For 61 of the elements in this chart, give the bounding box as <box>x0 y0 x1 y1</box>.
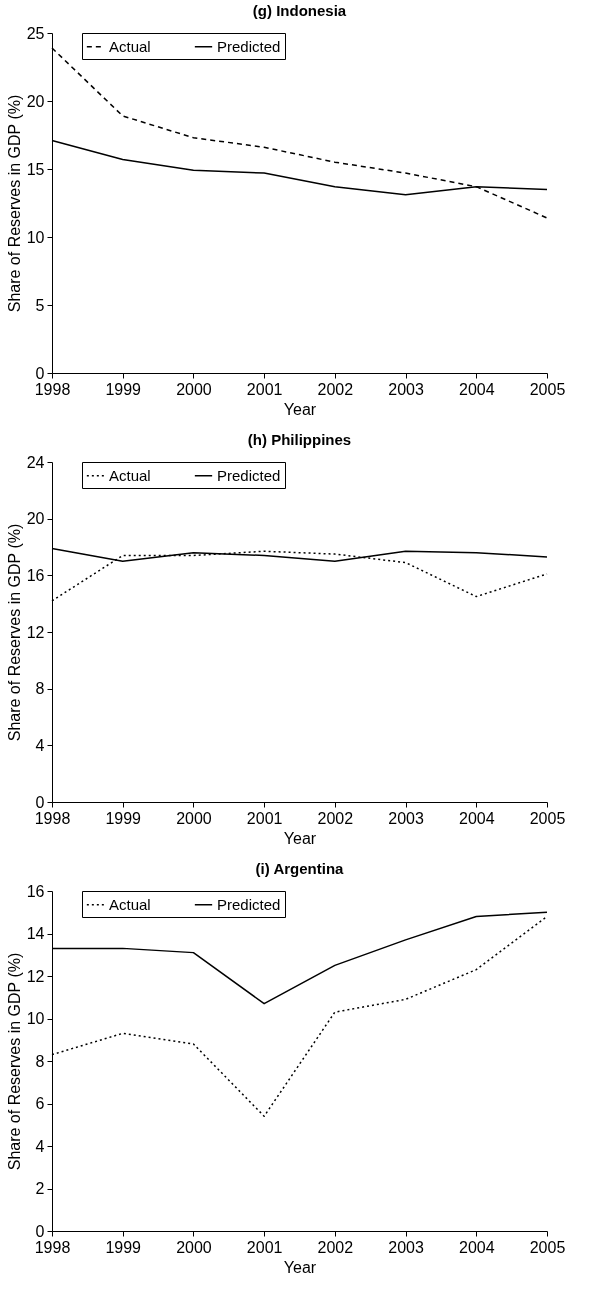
y-tick-label: 14 <box>26 925 45 942</box>
legend-label: Actual <box>109 37 151 55</box>
x-tick-label: 1999 <box>105 380 142 398</box>
y-tick-label: 5 <box>35 296 45 314</box>
x-tick-label: 1998 <box>34 1238 71 1256</box>
chart-title: (i) Argentina <box>255 860 345 877</box>
y-tick-label: 2 <box>35 1180 45 1197</box>
y-tick-label: 16 <box>26 882 45 900</box>
y-tick-label: 0 <box>35 1222 45 1240</box>
x-tick-label: 1998 <box>34 380 71 398</box>
x-tick-label: 2004 <box>458 1238 495 1256</box>
x-tick-label: 2002 <box>317 380 354 398</box>
chart-title: (g) Indonesia <box>252 2 347 19</box>
y-tick-label: 8 <box>35 1052 45 1070</box>
y-tick-label: 12 <box>26 623 45 641</box>
x-tick-label: 2005 <box>529 809 566 827</box>
x-tick-label: 2003 <box>388 809 424 827</box>
x-tick-label: 2005 <box>529 1238 566 1256</box>
x-tick-label: 1999 <box>105 809 142 827</box>
x-tick-label: 2003 <box>388 1238 424 1256</box>
x-tick-label: 2000 <box>176 1238 212 1256</box>
x-tick-label: 2002 <box>317 1238 354 1256</box>
x-tick-label: 2000 <box>176 380 212 398</box>
x-tick-label: 1999 <box>105 1238 142 1256</box>
legend-label: Actual <box>109 466 151 484</box>
x-tick-label: 2005 <box>529 380 566 398</box>
x-axis-title: Year <box>283 400 317 418</box>
y-tick-label: 25 <box>26 24 45 42</box>
y-tick-label: 24 <box>26 453 45 471</box>
legend-label: Predicted <box>217 895 281 913</box>
y-tick-label: 20 <box>26 92 45 110</box>
y-axis-title: Share of Reserves in GDP (%) <box>5 952 23 1171</box>
legend-label: Actual <box>109 895 151 913</box>
y-tick-label: 20 <box>26 510 45 528</box>
y-tick-label: 15 <box>26 160 45 178</box>
y-tick-label: 12 <box>26 967 45 985</box>
x-tick-label: 2000 <box>176 809 212 827</box>
y-tick-label: 16 <box>26 566 45 584</box>
x-tick-label: 1998 <box>34 809 71 827</box>
x-tick-label: 2002 <box>317 809 354 827</box>
x-axis-title: Year <box>283 1258 317 1276</box>
y-tick-label: 8 <box>35 680 45 698</box>
y-tick-label: 6 <box>35 1095 45 1112</box>
x-tick-label: 2001 <box>246 1238 283 1256</box>
x-tick-label: 2001 <box>246 809 283 827</box>
chart-title: (h) Philippines <box>247 431 352 448</box>
x-tick-label: 2001 <box>246 380 283 398</box>
y-tick-label: 4 <box>35 1137 45 1155</box>
y-axis-title: Share of Reserves in GDP (%) <box>5 94 23 313</box>
x-tick-label: 2004 <box>458 380 495 398</box>
x-tick-label: 2003 <box>388 380 424 398</box>
x-axis-title: Year <box>283 829 317 847</box>
y-tick-label: 10 <box>26 1010 45 1027</box>
legend-label: Predicted <box>217 466 281 484</box>
y-tick-label: 4 <box>35 736 45 754</box>
legend-label: Predicted <box>217 37 281 55</box>
y-tick-label: 0 <box>35 364 45 382</box>
y-tick-label: 10 <box>26 228 45 246</box>
y-axis-title: Share of Reserves in GDP (%) <box>5 523 23 742</box>
y-tick-label: 0 <box>35 793 45 811</box>
x-tick-label: 2004 <box>458 809 495 827</box>
